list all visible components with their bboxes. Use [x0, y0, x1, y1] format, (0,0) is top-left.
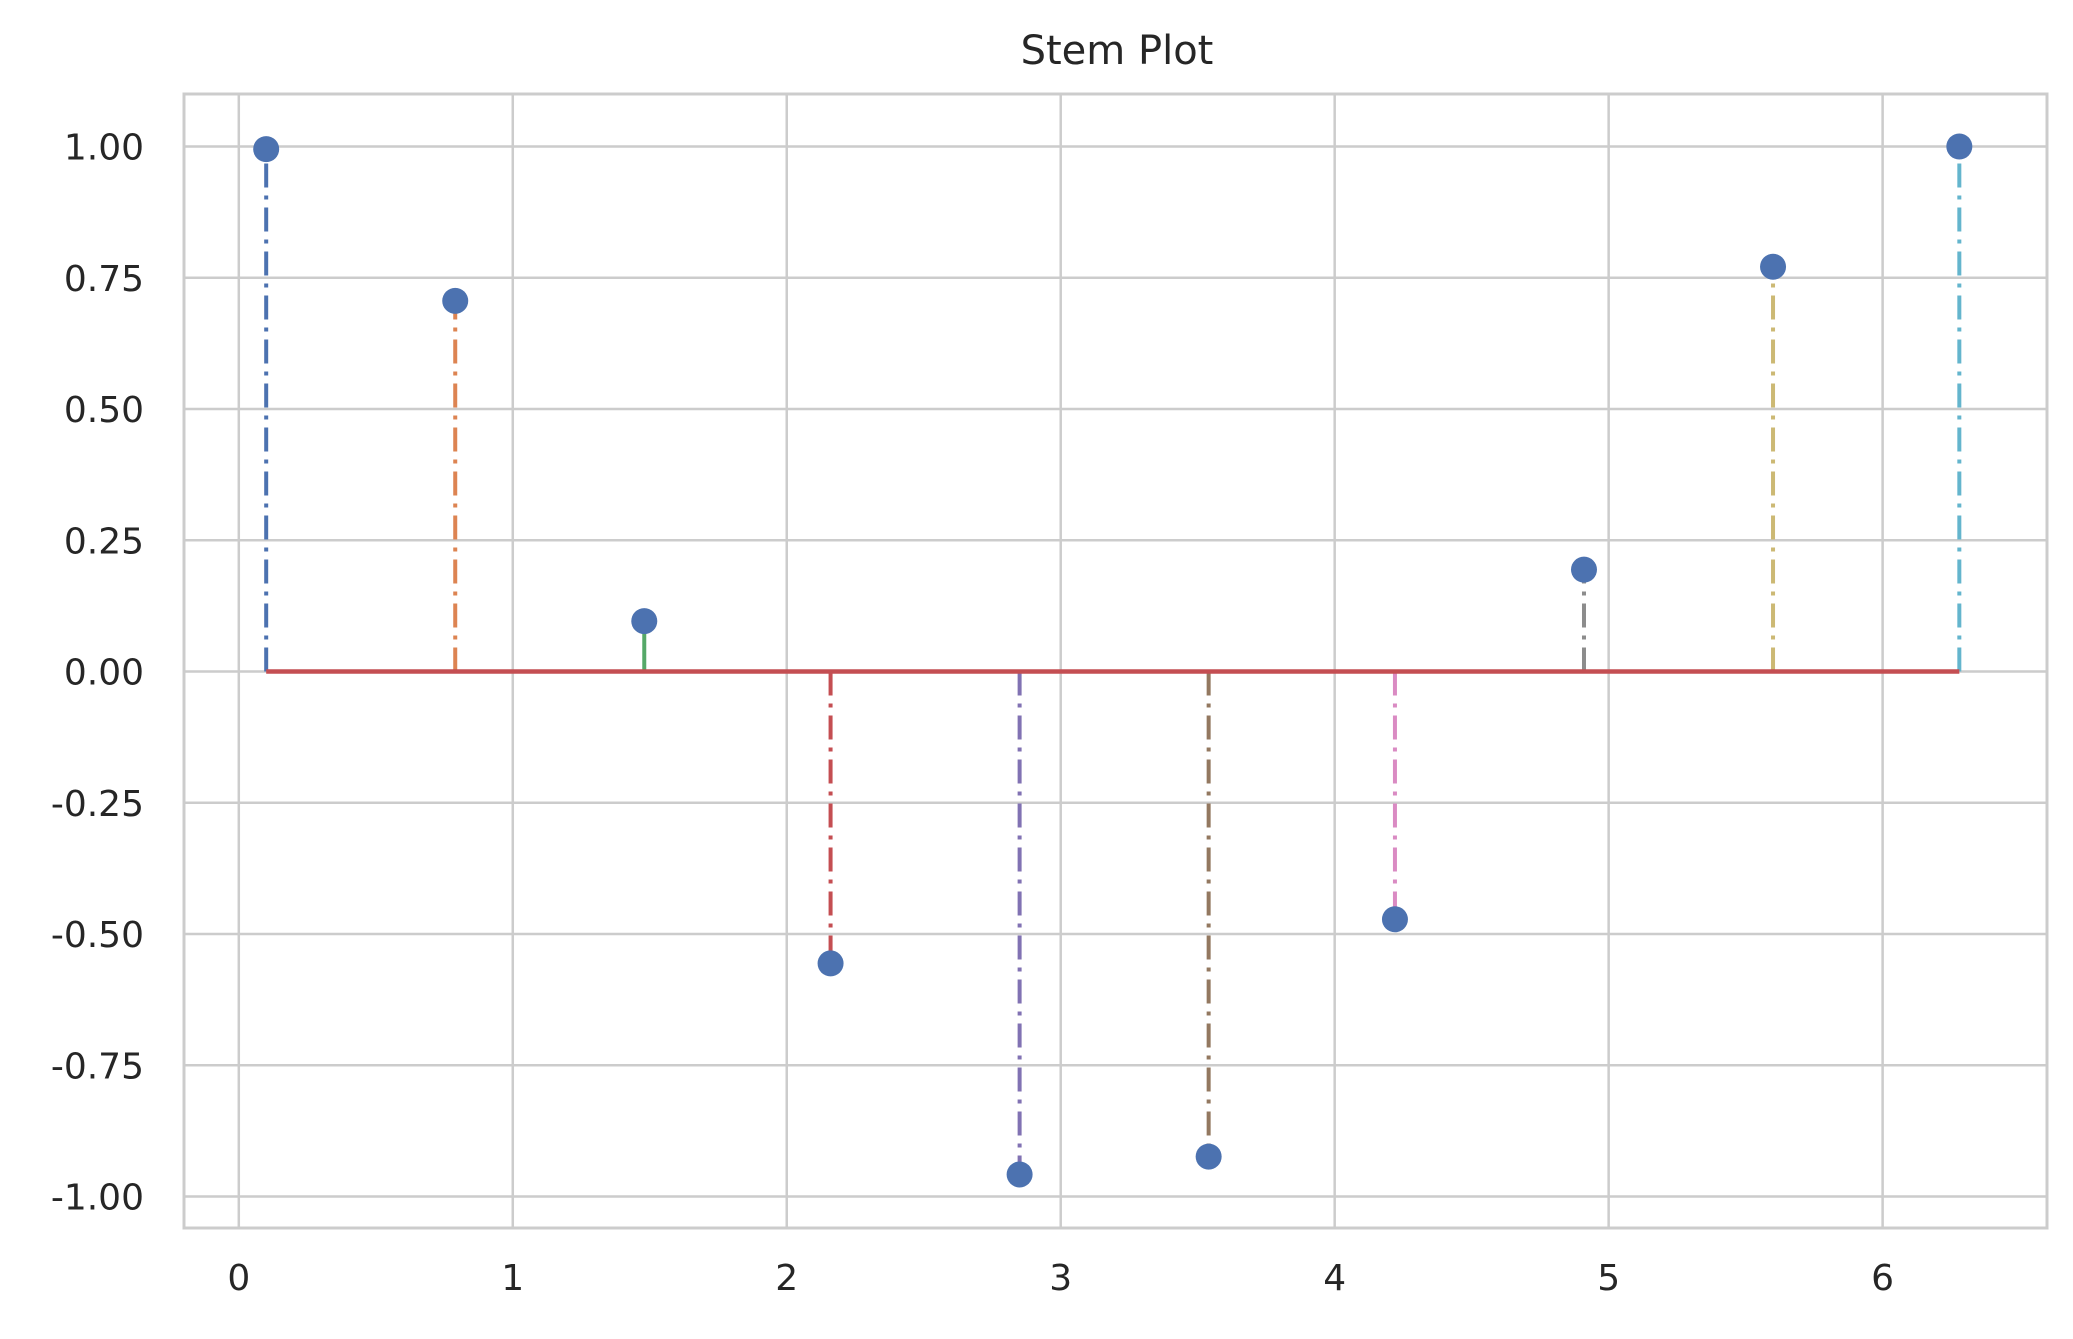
y-tick-label: 1.00: [64, 128, 144, 169]
y-tick-labels: 1.00 0.75 0.50 0.25 0.00 -0.25 -0.50 -0.75 -1.00: [51, 128, 144, 1219]
grid-lines: [184, 94, 2047, 1228]
stem-marker-5: [1006, 1161, 1033, 1188]
stem-marker-10: [1946, 133, 1973, 160]
x-tick-label: 1: [501, 1258, 524, 1299]
y-tick-label: -0.50: [51, 915, 144, 956]
x-tick-label: 6: [1871, 1258, 1894, 1299]
x-tick-label: 4: [1323, 1258, 1346, 1299]
stem-marker-6: [1195, 1143, 1222, 1170]
y-tick-label: 0.00: [64, 653, 144, 694]
y-tick-label: 0.75: [64, 259, 144, 300]
plot-frame: [182, 92, 2049, 1230]
stem-marker-1: [253, 136, 280, 163]
y-tick-label: -0.25: [51, 784, 144, 825]
x-tick-label: 5: [1597, 1258, 1620, 1299]
y-tick-label: -1.00: [51, 1178, 144, 1219]
chart-title: Stem Plot: [1021, 28, 1214, 74]
stems: [264, 146, 1962, 1175]
y-tick-label: 0.25: [64, 521, 144, 562]
x-tick-labels: 0 1 2 3 4 5 6: [227, 1258, 1894, 1299]
y-tick-label: -0.75: [51, 1046, 144, 1087]
x-tick-label: 2: [775, 1258, 798, 1299]
stem-marker-2: [442, 287, 469, 314]
stem-marker-3: [631, 608, 658, 635]
x-tick-label: 3: [1049, 1258, 1072, 1299]
y-tick-label: 0.50: [64, 390, 144, 431]
stem-marker-8: [1570, 556, 1597, 583]
x-tick-label: 0: [227, 1258, 250, 1299]
stem-marker-4: [817, 950, 844, 977]
stem-marker-7: [1381, 906, 1408, 933]
markers: [253, 133, 1973, 1188]
stem-marker-9: [1760, 253, 1787, 280]
